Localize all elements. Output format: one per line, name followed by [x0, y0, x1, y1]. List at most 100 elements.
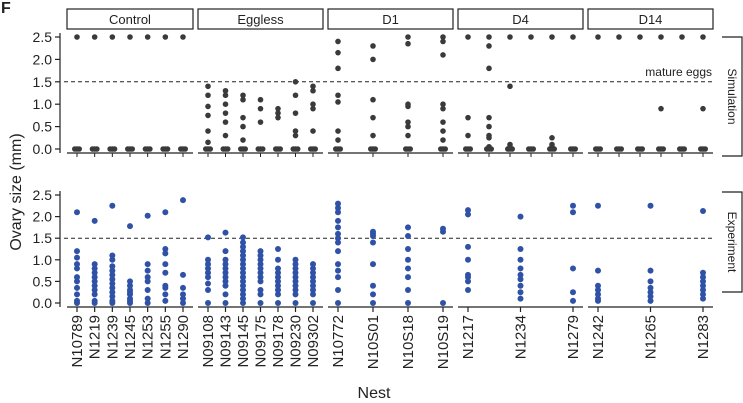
panel-letter: F	[1, 0, 11, 17]
exp-point	[180, 271, 186, 278]
facet-label-d4: D4	[512, 12, 529, 27]
nest-label: N09230	[288, 315, 305, 368]
nest-label: N1242	[590, 315, 607, 359]
exp-point	[275, 291, 281, 298]
sim-point	[144, 34, 151, 40]
x-axis-title: Nest	[358, 385, 391, 402]
exp-point	[257, 256, 264, 263]
exp-point	[335, 261, 341, 268]
sim-point	[275, 110, 281, 116]
exp-point	[162, 250, 169, 257]
exp-point	[109, 202, 116, 209]
exp-point	[240, 256, 246, 263]
sim-point	[486, 132, 492, 139]
nest-label: N09175	[253, 315, 270, 368]
exp-point	[240, 243, 246, 250]
exp-point	[240, 234, 246, 241]
exp-point	[335, 267, 341, 274]
exp-point	[109, 280, 116, 287]
exp-point	[222, 256, 229, 263]
sim-point	[335, 38, 341, 45]
facet-label-eggless: Eggless	[237, 12, 284, 27]
exp-point	[240, 295, 246, 302]
nest-label: N10S01	[365, 315, 382, 369]
y-axes: 0.0 0.5 1.0 1.5 2.0 2.5 0.0 0.5 1.0 1.5 2.0 2.5	[33, 29, 61, 311]
sim-point	[180, 34, 186, 40]
exp-point	[91, 291, 98, 298]
sim-point	[465, 114, 471, 121]
exp-point	[647, 202, 654, 209]
exp-point	[275, 274, 281, 281]
exp-point	[257, 278, 264, 285]
exp-point	[74, 248, 80, 255]
sim-point	[405, 34, 411, 40]
exp-point	[335, 224, 341, 231]
sim-point	[257, 105, 264, 112]
sim-point	[335, 137, 341, 143]
exp-point	[144, 278, 151, 285]
nest-label: N1234	[513, 315, 530, 359]
exp-point	[222, 282, 229, 289]
exp-point	[275, 265, 281, 272]
sim-point	[205, 103, 211, 110]
data-points	[72, 34, 708, 306]
exp-point	[109, 256, 116, 263]
sim-point	[109, 34, 116, 40]
exp-point	[205, 300, 211, 306]
sim-point	[440, 105, 446, 112]
exp-point	[405, 300, 411, 306]
exp-point	[570, 289, 576, 296]
exp-point	[240, 269, 246, 276]
exp-point	[109, 276, 116, 283]
exp-point	[109, 271, 116, 278]
sim-point	[637, 34, 643, 40]
exp-point	[405, 265, 411, 272]
sim-point	[111, 146, 118, 152]
sim-point	[310, 101, 316, 107]
nest-label: N09145	[235, 315, 252, 368]
exp-point	[517, 295, 524, 302]
exp-point	[370, 228, 376, 235]
nest-label: N10789	[69, 315, 86, 368]
exp-point	[570, 202, 576, 209]
sim-point	[240, 123, 246, 130]
sim-point	[240, 92, 246, 99]
y-tick-label-experiment: 0.5	[33, 273, 53, 289]
facet-label-d14: D14	[639, 12, 663, 27]
exp-point	[240, 300, 246, 306]
exp-point	[205, 287, 211, 294]
exp-point	[647, 293, 654, 300]
y-tick-label-simulation: 1.0	[33, 96, 53, 112]
exp-point	[517, 265, 524, 272]
exp-point	[465, 211, 471, 218]
sim-point	[549, 141, 555, 148]
exp-point	[405, 246, 411, 252]
exp-point	[310, 278, 316, 285]
sim-point	[335, 65, 341, 72]
sim-point	[486, 43, 492, 49]
sim-point	[335, 99, 341, 105]
exp-point	[595, 295, 601, 302]
exp-point	[275, 287, 281, 294]
nest-label: N09108	[200, 315, 217, 368]
exp-point	[335, 209, 341, 216]
exp-point	[91, 282, 98, 289]
nest-label: N1290	[175, 315, 192, 359]
exp-point	[240, 282, 246, 289]
sim-point	[335, 92, 341, 99]
sim-point	[277, 146, 284, 152]
exp-point	[292, 269, 299, 276]
sim-point	[486, 65, 492, 72]
sim-point	[405, 123, 411, 130]
exp-point	[222, 300, 229, 306]
sim-point	[507, 83, 513, 90]
nest-label: N1253	[140, 315, 157, 359]
nest-label: N1217	[460, 315, 477, 359]
sim-point	[310, 105, 316, 112]
exp-point	[570, 209, 576, 216]
exp-point	[647, 289, 654, 296]
y-tick-label-experiment: 1.0	[33, 252, 53, 268]
sim-point	[222, 92, 229, 99]
sim-point	[242, 146, 248, 152]
exp-point	[292, 287, 299, 294]
